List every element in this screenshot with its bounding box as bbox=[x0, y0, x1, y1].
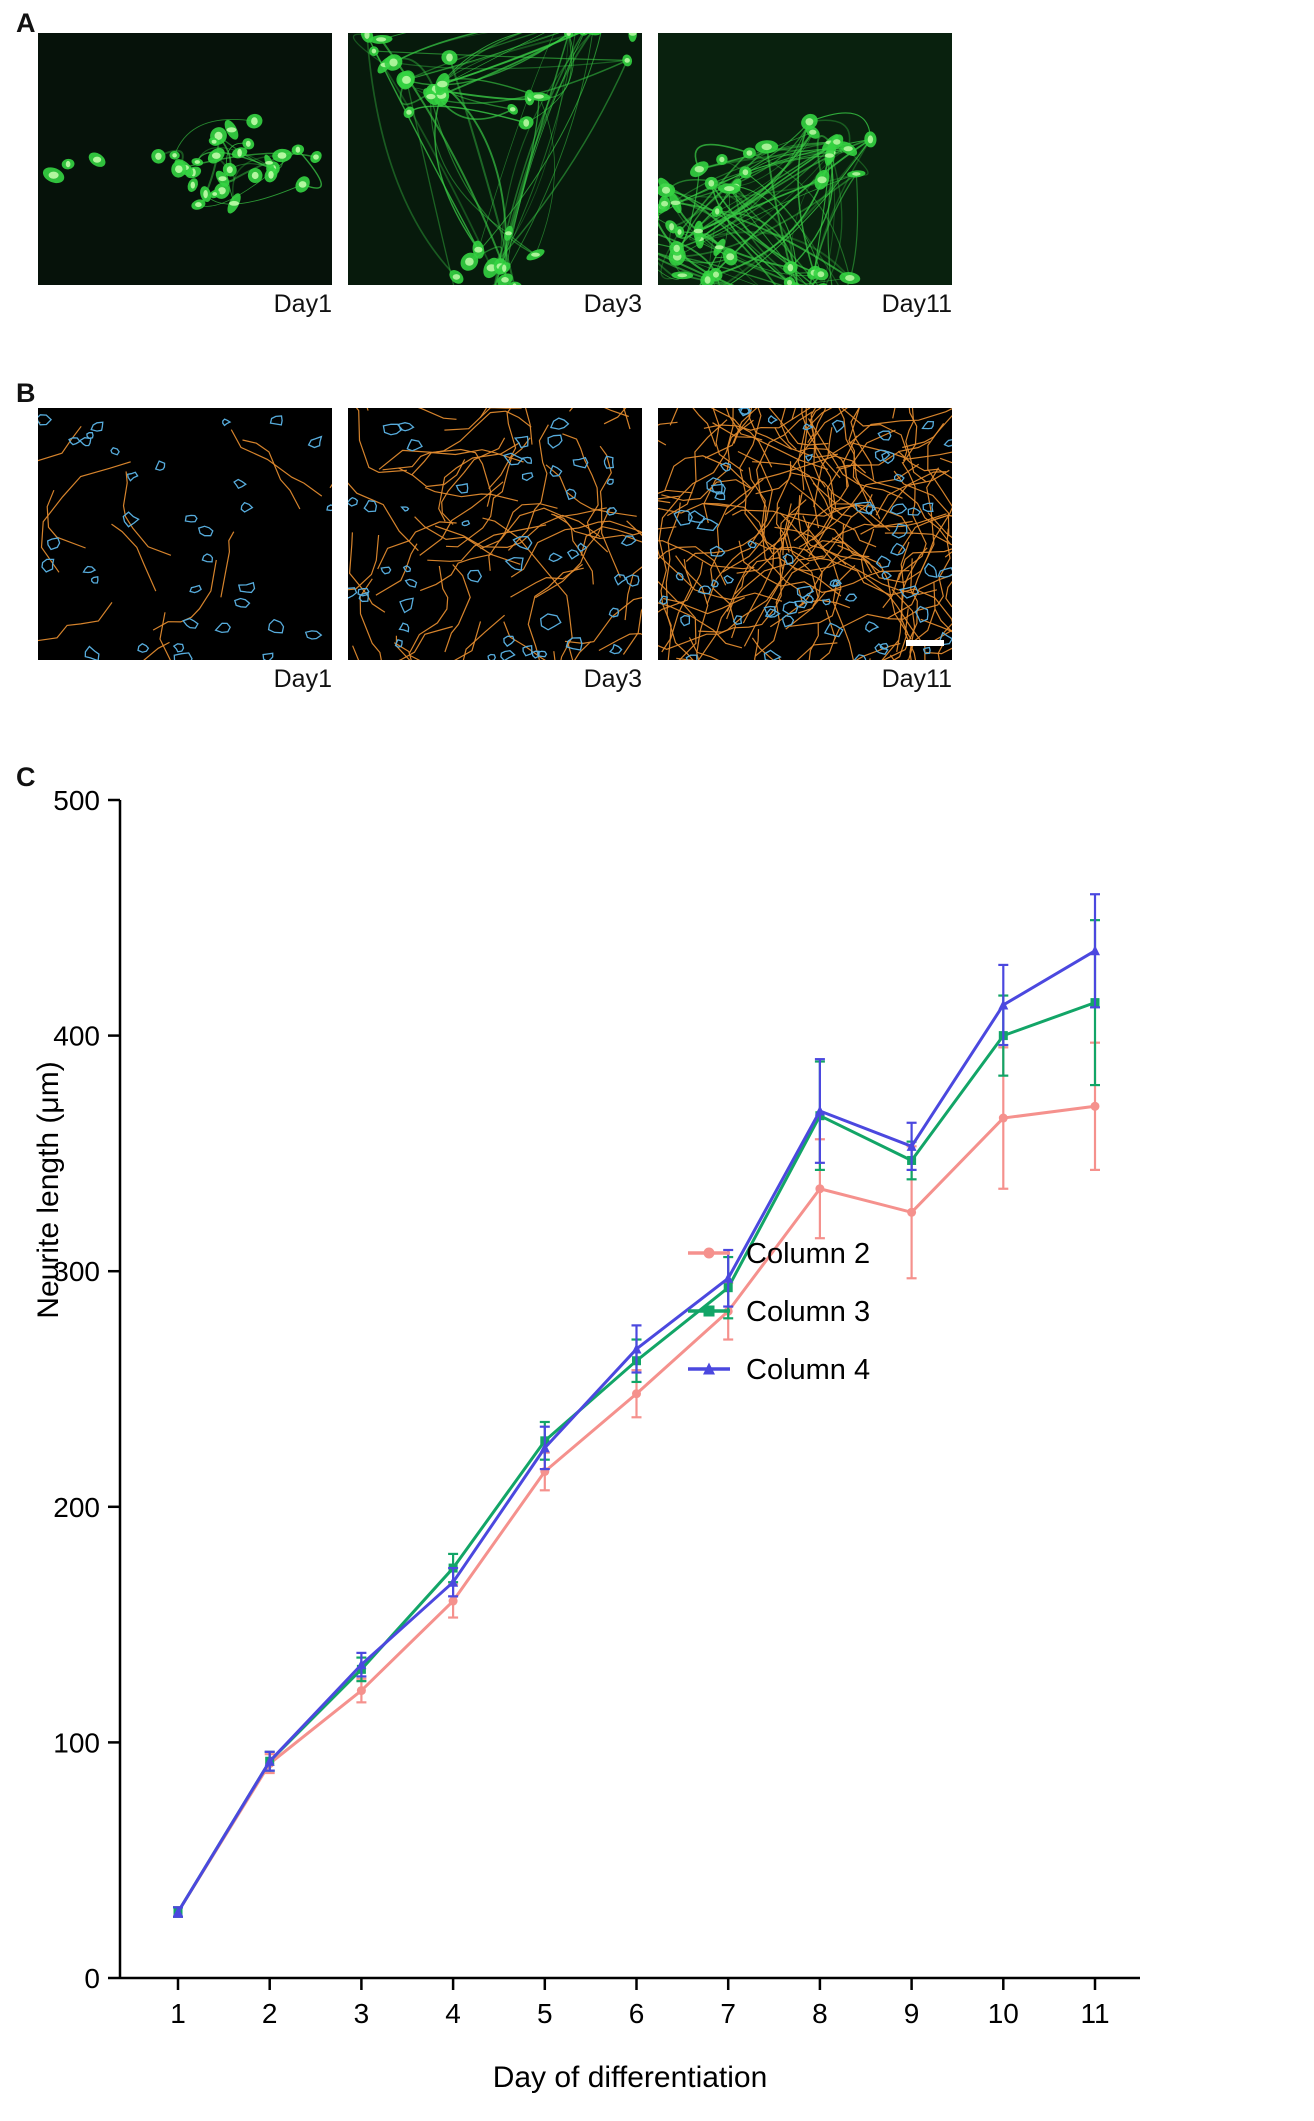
svg-text:100: 100 bbox=[53, 1727, 100, 1758]
image-caption: Day1 bbox=[273, 665, 332, 693]
neurite-length-chart: 0 100 200 300 400 500 1 2 3 4 5 6 7 8 9 10 11 Day of diff… bbox=[32, 785, 1140, 2094]
scale-bar bbox=[906, 640, 944, 646]
svg-text:0: 0 bbox=[84, 1963, 100, 1994]
svg-text:400: 400 bbox=[53, 1021, 100, 1052]
svg-text:3: 3 bbox=[354, 1998, 370, 2029]
svg-text:9: 9 bbox=[904, 1998, 920, 2029]
panel-c-label: C bbox=[16, 762, 36, 792]
trace-figure: Day3 bbox=[348, 408, 642, 694]
svg-text:8: 8 bbox=[812, 1998, 828, 2029]
image-caption: Day11 bbox=[881, 290, 952, 318]
image-caption: Day3 bbox=[583, 290, 642, 318]
svg-text:Neurite length (μm): Neurite length (μm) bbox=[32, 1061, 65, 1318]
svg-text:Column 2: Column 2 bbox=[746, 1238, 870, 1270]
svg-text:Day of differentiation: Day of differentiation bbox=[493, 2061, 768, 2094]
segmentation-image-day1 bbox=[38, 408, 332, 660]
segmentation-image-day3 bbox=[348, 408, 642, 660]
trace-figure: Day1 bbox=[38, 408, 332, 694]
micrograph-figure: Day3 bbox=[348, 33, 642, 319]
fluorescence-image-day3 bbox=[348, 33, 642, 285]
fluorescence-image-day1 bbox=[38, 33, 332, 285]
svg-text:4: 4 bbox=[445, 1998, 461, 2029]
svg-text:7: 7 bbox=[720, 1998, 736, 2029]
svg-text:11: 11 bbox=[1080, 1998, 1109, 2029]
svg-text:5: 5 bbox=[537, 1998, 553, 2029]
micrograph-figure: Day11 bbox=[658, 33, 952, 319]
svg-text:500: 500 bbox=[53, 785, 100, 816]
segmentation-image-day11 bbox=[658, 408, 952, 660]
fluorescence-image-day11 bbox=[658, 33, 952, 285]
panel-b-label: B bbox=[16, 378, 36, 408]
svg-text:10: 10 bbox=[988, 1998, 1019, 2029]
svg-text:Column 4: Column 4 bbox=[746, 1354, 870, 1386]
image-caption: Day11 bbox=[881, 665, 952, 693]
svg-text:300: 300 bbox=[53, 1256, 100, 1287]
micrograph-figure: Day1 bbox=[38, 33, 332, 319]
image-caption: Day1 bbox=[273, 290, 332, 318]
svg-text:6: 6 bbox=[629, 1998, 645, 2029]
trace-figure: Day11 bbox=[658, 408, 952, 694]
svg-text:1: 1 bbox=[170, 1998, 186, 2029]
svg-text:200: 200 bbox=[53, 1492, 100, 1523]
panel-b-image-row: Day1 Day3 Day11 bbox=[38, 408, 952, 694]
svg-text:2: 2 bbox=[262, 1998, 278, 2029]
panel-a-label: A bbox=[16, 8, 36, 38]
svg-text:Column 3: Column 3 bbox=[746, 1296, 870, 1328]
panel-a-image-row: Day1 Day3 Day11 bbox=[38, 33, 952, 319]
image-caption: Day3 bbox=[583, 665, 642, 693]
